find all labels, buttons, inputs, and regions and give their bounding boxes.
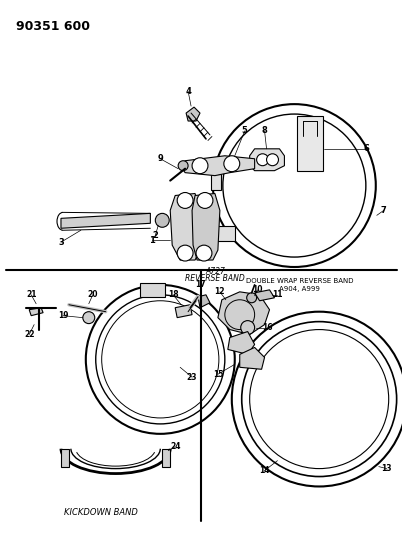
Circle shape <box>196 245 212 261</box>
Text: REVERSE BAND: REVERSE BAND <box>185 274 245 283</box>
Polygon shape <box>218 292 270 335</box>
Text: 4: 4 <box>185 87 191 96</box>
Circle shape <box>178 161 188 171</box>
Text: A727: A727 <box>205 267 225 276</box>
Circle shape <box>83 312 95 324</box>
Polygon shape <box>192 193 220 260</box>
Text: 14: 14 <box>259 466 270 475</box>
Text: 15: 15 <box>213 370 223 379</box>
Circle shape <box>266 154 278 166</box>
Text: 9: 9 <box>158 154 163 163</box>
Text: 13: 13 <box>382 464 392 473</box>
Text: 3: 3 <box>58 238 64 247</box>
Polygon shape <box>211 174 221 190</box>
Circle shape <box>197 192 213 208</box>
Text: 90351 600: 90351 600 <box>16 20 90 33</box>
Text: 21: 21 <box>26 290 36 300</box>
Polygon shape <box>240 348 264 369</box>
Text: DOUBLE WRAP REVERSE BAND: DOUBLE WRAP REVERSE BAND <box>245 278 353 284</box>
Text: 23: 23 <box>187 373 197 382</box>
Text: 12: 12 <box>215 287 225 296</box>
Text: 16: 16 <box>262 323 273 332</box>
Circle shape <box>257 154 268 166</box>
Text: A904, A999: A904, A999 <box>279 286 320 292</box>
Circle shape <box>224 156 240 172</box>
Text: 22: 22 <box>24 330 34 339</box>
Polygon shape <box>61 213 150 228</box>
Text: 7: 7 <box>381 206 386 215</box>
Text: 17: 17 <box>195 280 205 289</box>
Text: 11: 11 <box>272 290 283 300</box>
Text: 8: 8 <box>262 126 268 135</box>
Text: 20: 20 <box>87 290 98 300</box>
Polygon shape <box>186 107 200 121</box>
Circle shape <box>177 192 193 208</box>
Polygon shape <box>162 449 170 466</box>
Polygon shape <box>198 295 210 308</box>
Text: 5: 5 <box>242 126 247 135</box>
Text: 24: 24 <box>170 442 181 451</box>
Polygon shape <box>61 449 69 466</box>
Text: 1: 1 <box>150 236 155 245</box>
Text: KICKDOWN BAND: KICKDOWN BAND <box>64 508 138 518</box>
Bar <box>297 116 323 171</box>
Polygon shape <box>140 283 165 297</box>
Text: 10: 10 <box>252 285 263 294</box>
Circle shape <box>192 158 208 174</box>
Circle shape <box>247 293 257 303</box>
Circle shape <box>155 213 169 227</box>
Polygon shape <box>175 305 192 318</box>
Circle shape <box>177 245 193 261</box>
Polygon shape <box>29 308 43 316</box>
Polygon shape <box>255 290 274 301</box>
Polygon shape <box>228 332 255 354</box>
Polygon shape <box>250 149 285 171</box>
Circle shape <box>241 321 255 335</box>
Text: 2: 2 <box>152 231 158 240</box>
Polygon shape <box>215 227 235 241</box>
Text: 6: 6 <box>364 144 370 154</box>
Polygon shape <box>180 156 255 176</box>
Text: 19: 19 <box>58 311 68 320</box>
Polygon shape <box>170 193 200 260</box>
Text: 18: 18 <box>168 290 179 300</box>
